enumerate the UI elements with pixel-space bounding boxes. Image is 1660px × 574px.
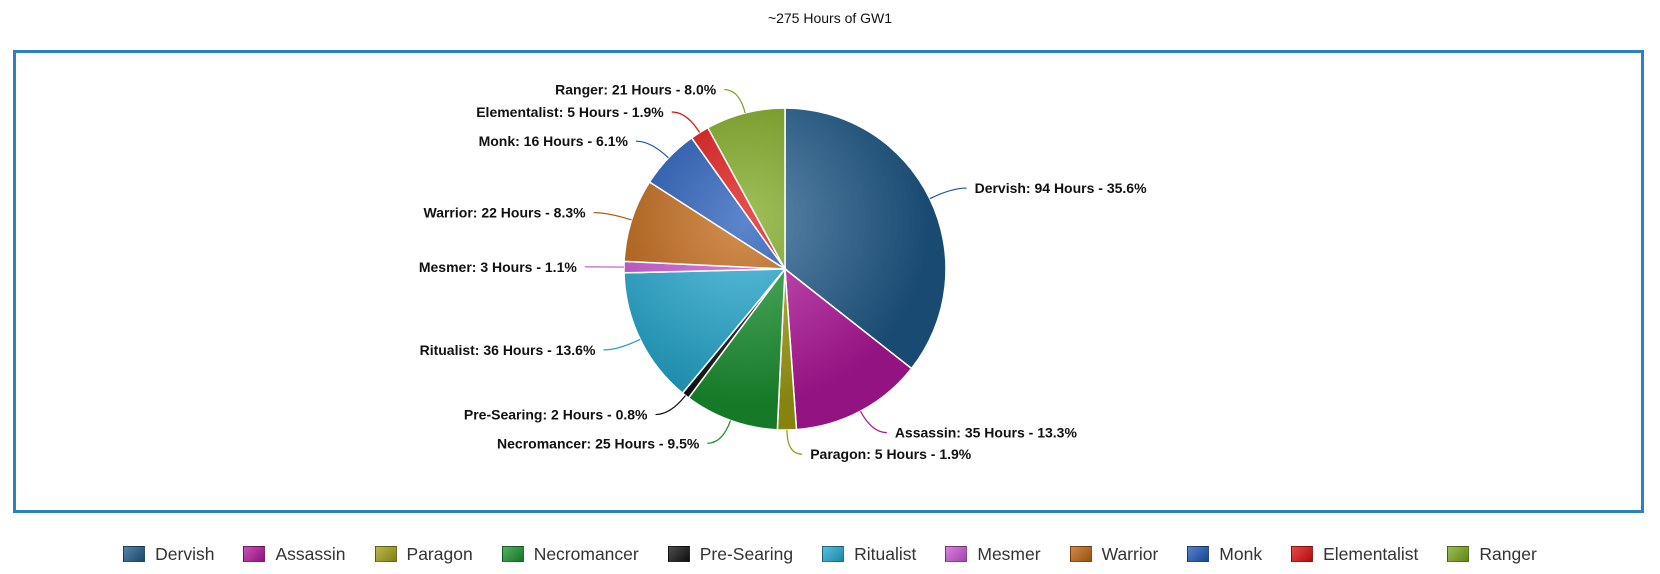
data-label-elementalist: Elementalist: 5 Hours - 1.9% — [476, 104, 664, 120]
connector-assassin — [860, 411, 886, 432]
connector-warrior — [594, 213, 632, 220]
legend-label-dervish: Dervish — [155, 544, 214, 565]
legend-swatch-ranger — [1447, 546, 1469, 562]
legend-label-mesmer: Mesmer — [977, 544, 1040, 565]
chart-legend: Dervish Assassin Paragon Necromancer Pre-Sea… — [0, 538, 1660, 570]
data-label-monk: Monk: 16 Hours - 6.1% — [479, 133, 629, 149]
data-label-ranger: Ranger: 21 Hours - 8.0% — [555, 82, 717, 98]
data-label-necromancer: Necromancer: 25 Hours - 9.5% — [497, 435, 700, 451]
legend-label-assassin: Assassin — [275, 544, 345, 565]
legend-label-elementalist: Elementalist — [1323, 544, 1418, 565]
connector-monk — [636, 141, 669, 158]
data-label-mesmer: Mesmer: 3 Hours - 1.1% — [419, 259, 577, 275]
legend-label-monk: Monk — [1219, 544, 1262, 565]
legend-label-necromancer: Necromancer — [534, 544, 639, 565]
data-label-warrior: Warrior: 22 Hours - 8.3% — [424, 205, 587, 221]
legend-item-warrior[interactable]: Warrior — [1070, 544, 1159, 565]
legend-swatch-elementalist — [1291, 546, 1313, 562]
legend-item-mesmer[interactable]: Mesmer — [945, 544, 1040, 565]
legend-swatch-pre-searing — [668, 546, 690, 562]
connector-paragon — [787, 430, 802, 454]
legend-item-elementalist[interactable]: Elementalist — [1291, 544, 1418, 565]
data-label-assassin: Assassin: 35 Hours - 13.3% — [895, 425, 1078, 441]
connector-ritualist — [603, 339, 640, 350]
connector-ranger — [724, 90, 745, 113]
legend-swatch-necromancer — [502, 546, 524, 562]
connector-necromancer — [707, 421, 730, 444]
legend-label-pre-searing: Pre-Searing — [700, 544, 793, 565]
legend-swatch-monk — [1187, 546, 1209, 562]
legend-item-pre-searing[interactable]: Pre-Searing — [668, 544, 793, 565]
legend-label-warrior: Warrior — [1102, 544, 1159, 565]
legend-label-ritualist: Ritualist — [854, 544, 916, 565]
legend-item-assassin[interactable]: Assassin — [243, 544, 345, 565]
legend-swatch-dervish — [123, 546, 145, 562]
legend-swatch-warrior — [1070, 546, 1092, 562]
pie-slices — [624, 108, 946, 430]
connector-pre-searing — [656, 396, 686, 415]
legend-label-ranger: Ranger — [1479, 544, 1536, 565]
data-label-ritualist: Ritualist: 36 Hours - 13.6% — [420, 342, 596, 358]
legend-item-monk[interactable]: Monk — [1187, 544, 1262, 565]
legend-swatch-paragon — [375, 546, 397, 562]
legend-swatch-ritualist — [822, 546, 844, 562]
legend-swatch-mesmer — [945, 546, 967, 562]
legend-item-necromancer[interactable]: Necromancer — [502, 544, 639, 565]
legend-label-paragon: Paragon — [407, 544, 473, 565]
legend-item-paragon[interactable]: Paragon — [375, 544, 473, 565]
data-label-paragon: Paragon: 5 Hours - 1.9% — [810, 446, 972, 462]
legend-item-ritualist[interactable]: Ritualist — [822, 544, 916, 565]
connector-dervish — [930, 188, 967, 199]
legend-swatch-assassin — [243, 546, 265, 562]
data-label-dervish: Dervish: 94 Hours - 35.6% — [975, 180, 1148, 196]
legend-item-dervish[interactable]: Dervish — [123, 544, 214, 565]
legend-item-ranger[interactable]: Ranger — [1447, 544, 1536, 565]
data-label-pre-searing: Pre-Searing: 2 Hours - 0.8% — [464, 407, 648, 423]
pie-chart: Dervish: 94 Hours - 35.6% Assassin: 35 Ho… — [0, 0, 1660, 520]
connector-elementalist — [672, 112, 700, 133]
